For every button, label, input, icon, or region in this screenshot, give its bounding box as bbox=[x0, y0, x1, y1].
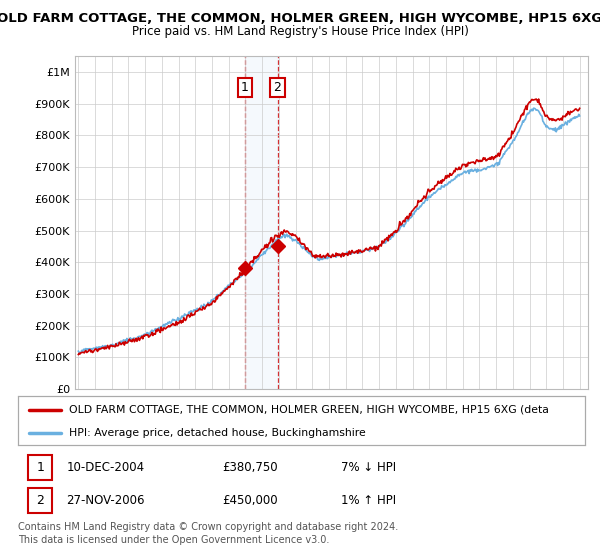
Text: 27-NOV-2006: 27-NOV-2006 bbox=[66, 494, 145, 507]
Text: 1% ↑ HPI: 1% ↑ HPI bbox=[341, 494, 397, 507]
Text: 2: 2 bbox=[36, 494, 44, 507]
Text: HPI: Average price, detached house, Buckinghamshire: HPI: Average price, detached house, Buck… bbox=[69, 428, 366, 438]
Text: £450,000: £450,000 bbox=[222, 494, 278, 507]
Text: 1: 1 bbox=[36, 461, 44, 474]
Bar bbox=[28, 488, 52, 512]
Text: 2: 2 bbox=[274, 81, 281, 94]
Bar bbox=[245, 56, 278, 389]
Bar bbox=[28, 455, 52, 480]
Text: Contains HM Land Registry data © Crown copyright and database right 2024.
This d: Contains HM Land Registry data © Crown c… bbox=[18, 522, 398, 545]
Text: 1: 1 bbox=[241, 81, 248, 94]
Text: OLD FARM COTTAGE, THE COMMON, HOLMER GREEN, HIGH WYCOMBE, HP15 6XG (deta: OLD FARM COTTAGE, THE COMMON, HOLMER GRE… bbox=[69, 405, 549, 415]
Text: 7% ↓ HPI: 7% ↓ HPI bbox=[341, 461, 397, 474]
Text: Price paid vs. HM Land Registry's House Price Index (HPI): Price paid vs. HM Land Registry's House … bbox=[131, 25, 469, 38]
Text: OLD FARM COTTAGE, THE COMMON, HOLMER GREEN, HIGH WYCOMBE, HP15 6XG: OLD FARM COTTAGE, THE COMMON, HOLMER GRE… bbox=[0, 12, 600, 25]
Text: 10-DEC-2004: 10-DEC-2004 bbox=[66, 461, 145, 474]
Text: £380,750: £380,750 bbox=[222, 461, 278, 474]
